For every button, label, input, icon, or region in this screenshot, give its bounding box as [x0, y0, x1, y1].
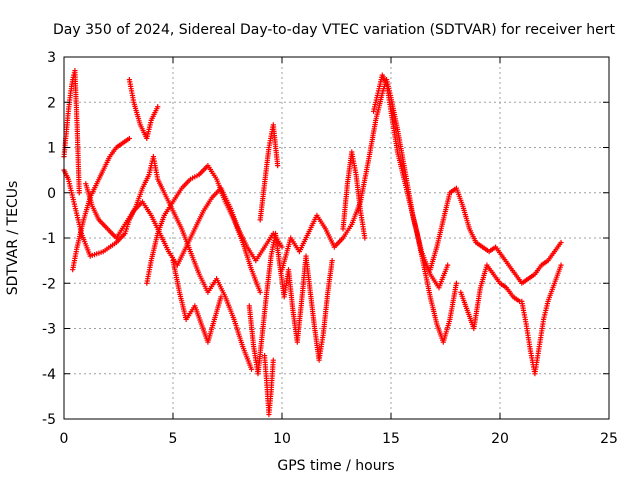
- marker-path: [257, 122, 281, 223]
- series-track-12: [340, 149, 368, 241]
- marker-path: [126, 77, 161, 141]
- series-track-7: [170, 258, 224, 345]
- y-tick-label: 0: [47, 186, 56, 202]
- x-axis-label: GPS time / hours: [277, 458, 394, 474]
- marker-path: [519, 262, 564, 377]
- marker-path: [246, 230, 335, 377]
- series-track-9: [262, 353, 276, 418]
- series-track-1: [61, 154, 255, 372]
- series-track-10: [257, 122, 281, 223]
- x-tick-label: 0: [60, 431, 69, 447]
- series-track-16: [519, 262, 564, 377]
- y-tick-label: -1: [42, 231, 56, 247]
- x-tick-label: 25: [600, 431, 618, 447]
- x-tick-label: 20: [491, 431, 509, 447]
- y-tick-label: -5: [42, 412, 56, 428]
- y-axis-label: SDTVAR / TECUs: [5, 181, 21, 296]
- axes: [63, 56, 610, 420]
- marker-path: [61, 154, 255, 372]
- y-tick-label: -3: [42, 322, 56, 338]
- grid: [64, 57, 609, 419]
- marker-path: [83, 181, 285, 268]
- y-tick-label: -2: [42, 276, 56, 292]
- series-track-6: [83, 181, 285, 268]
- y-tick-label: 1: [47, 141, 56, 157]
- marker-path: [458, 262, 523, 332]
- marker-path: [427, 185, 564, 286]
- marker-path: [170, 258, 224, 345]
- series-track-3: [70, 135, 132, 273]
- x-tick-label: 5: [169, 431, 178, 447]
- marker-path: [262, 353, 276, 418]
- marker-path: [70, 135, 132, 273]
- series-track-4: [126, 77, 161, 141]
- series-track-13: [371, 72, 459, 345]
- x-tick-label: 15: [382, 431, 400, 447]
- data-marks: [61, 68, 564, 418]
- y-tick-label: 3: [47, 50, 56, 66]
- marker-path: [371, 72, 459, 345]
- y-tick-label: -4: [42, 367, 56, 383]
- y-tick-label: 2: [47, 95, 56, 111]
- series-track-14: [427, 185, 564, 286]
- series-track-8: [246, 230, 335, 377]
- marker-path: [340, 149, 368, 241]
- x-tick-label: 10: [273, 431, 291, 447]
- series-track-15: [458, 262, 523, 332]
- chart-title: Day 350 of 2024, Sidereal Day-to-day VTE…: [53, 22, 615, 38]
